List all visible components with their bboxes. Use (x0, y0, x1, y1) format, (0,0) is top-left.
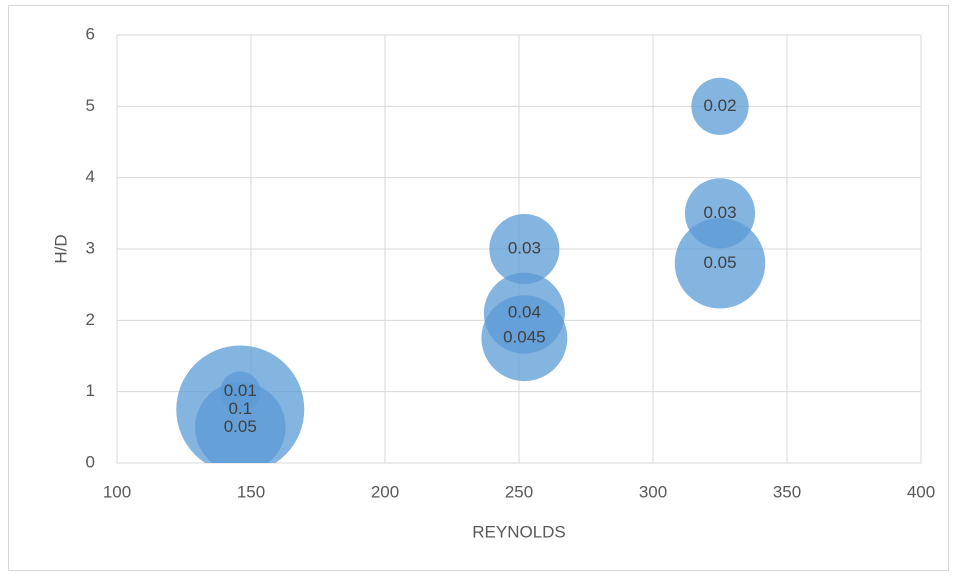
bubble (691, 77, 749, 135)
data-label: 0.02 (703, 96, 736, 115)
data-label: 0.05 (703, 253, 736, 272)
x-tick-label: 400 (907, 482, 935, 501)
x-tick-label: 250 (505, 482, 533, 501)
data-label: 0.04 (508, 303, 541, 322)
y-axis-label: H/D (51, 234, 70, 263)
data-label: 0.03 (703, 203, 736, 222)
data-label: 0.1 (228, 399, 252, 418)
bubble (481, 295, 568, 382)
y-tick-label: 1 (86, 381, 95, 400)
y-tick-label: 4 (86, 167, 95, 186)
y-tick-label: 6 (86, 24, 95, 43)
data-label: 0.045 (503, 328, 546, 347)
bubble (489, 213, 560, 285)
bubble (674, 218, 766, 309)
x-tick-label: 300 (639, 482, 667, 501)
y-tick-label: 2 (86, 310, 95, 329)
x-tick-label: 100 (103, 482, 131, 501)
x-axis-label: REYNOLDS (472, 522, 566, 541)
bubble (195, 382, 286, 463)
data-label: 0.03 (508, 238, 541, 257)
y-tick-label: 3 (86, 238, 95, 257)
x-tick-label: 150 (237, 482, 265, 501)
x-tick-label: 200 (371, 482, 399, 501)
chart-frame (8, 5, 949, 571)
y-tick-label: 5 (86, 96, 95, 115)
y-tick-label: 0 (86, 452, 95, 471)
data-label: 0.01 (224, 381, 257, 400)
data-label: 0.05 (224, 417, 257, 436)
x-tick-label: 350 (773, 482, 801, 501)
